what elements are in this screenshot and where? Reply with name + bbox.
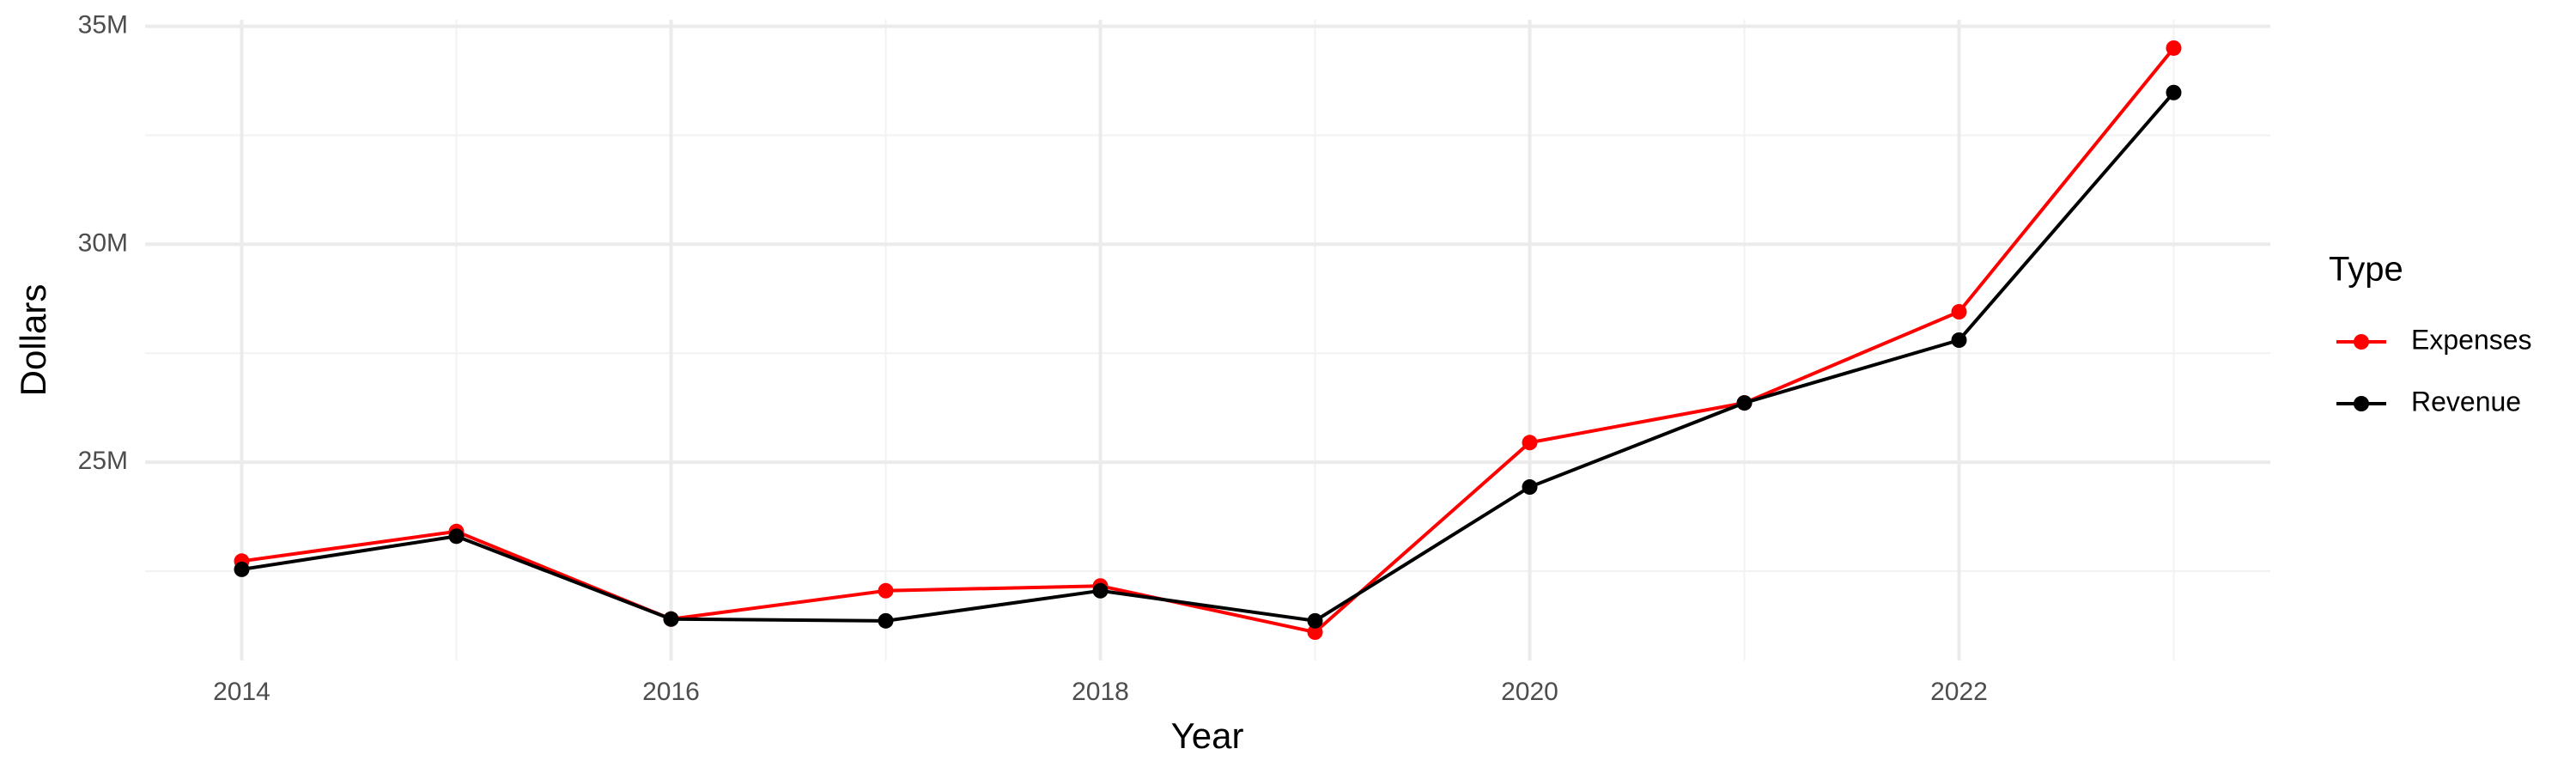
point [1307,612,1323,629]
point [1951,332,1967,348]
legend-label: Revenue [2411,386,2521,417]
point [1736,395,1753,411]
x-tick-label: 2020 [1501,678,1558,706]
point [1951,304,1967,320]
y-tick-label: 30M [78,228,128,257]
point [1307,624,1323,641]
x-tick-label: 2014 [213,678,270,706]
point [1092,582,1109,599]
y-tick-label: 35M [78,11,128,40]
line [241,46,2176,635]
point [878,582,894,599]
point [2166,40,2182,56]
line [241,91,2176,623]
series [234,40,2182,641]
legend-label: Expenses [2411,324,2532,355]
point [663,611,679,627]
point [1522,435,1538,451]
y-tick-label: 25M [78,447,128,475]
point [234,561,250,577]
legend-swatch-point [2354,334,2369,350]
point [1522,479,1538,496]
x-axis-title: Year [1171,715,1244,756]
point [2166,84,2182,100]
x-tick-label: 2018 [1072,678,1129,706]
x-tick-label: 2022 [1930,678,1988,706]
series [234,84,2182,629]
grid [145,20,2270,660]
point [448,528,465,545]
point [878,612,894,629]
y-axis-title: Dollars [13,284,53,397]
legend-swatch-point [2354,396,2369,411]
x-tick-label: 2016 [642,678,700,706]
legend-title: Type [2329,251,2403,289]
